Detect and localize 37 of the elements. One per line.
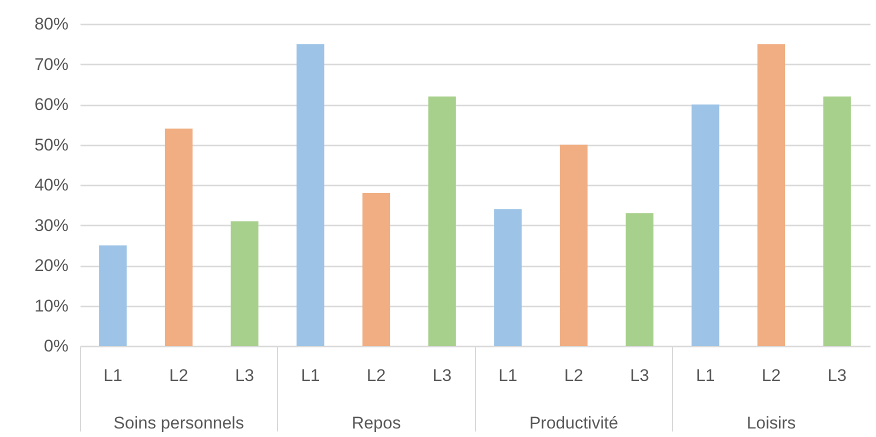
series-label: L3 — [235, 366, 254, 385]
y-tick-label: 30% — [34, 216, 68, 235]
y-tick-label: 0% — [44, 336, 68, 356]
bar — [99, 245, 127, 346]
text: L1 — [498, 366, 518, 385]
bar — [757, 44, 786, 346]
text: L2 — [564, 366, 584, 385]
series-label: L1 — [103, 366, 122, 385]
bar — [626, 213, 654, 346]
y-tick-label: 40% — [34, 176, 68, 194]
bar — [164, 128, 193, 346]
bar — [362, 193, 390, 346]
y-tick-label: 60% — [34, 95, 68, 114]
y-tick-label: 80% — [34, 14, 68, 34]
bar — [230, 221, 258, 346]
text: L3 — [630, 366, 650, 385]
text: L3 — [828, 366, 847, 385]
text: L2 — [366, 366, 386, 385]
text: L1 — [696, 366, 715, 385]
x-tick-label: Loisirs — [746, 414, 796, 432]
x-tick-label: Repos — [352, 414, 401, 432]
text: L2 — [762, 366, 781, 385]
bar — [494, 209, 522, 346]
y-tick-label: 10% — [34, 296, 68, 316]
x-tick-label: Productivité — [529, 414, 618, 432]
x-tick-label: Soins personnels — [114, 414, 244, 432]
y-tick-label: 20% — [34, 256, 68, 275]
text: L3 — [432, 366, 452, 385]
series-label: L2 — [169, 366, 188, 385]
bar — [692, 104, 720, 346]
text: L1 — [300, 366, 320, 385]
y-tick-label: 50% — [34, 135, 68, 154]
bar — [823, 96, 851, 346]
bar — [428, 96, 456, 346]
y-tick-label: 70% — [34, 54, 68, 74]
bar — [296, 44, 324, 346]
bar — [560, 144, 588, 346]
